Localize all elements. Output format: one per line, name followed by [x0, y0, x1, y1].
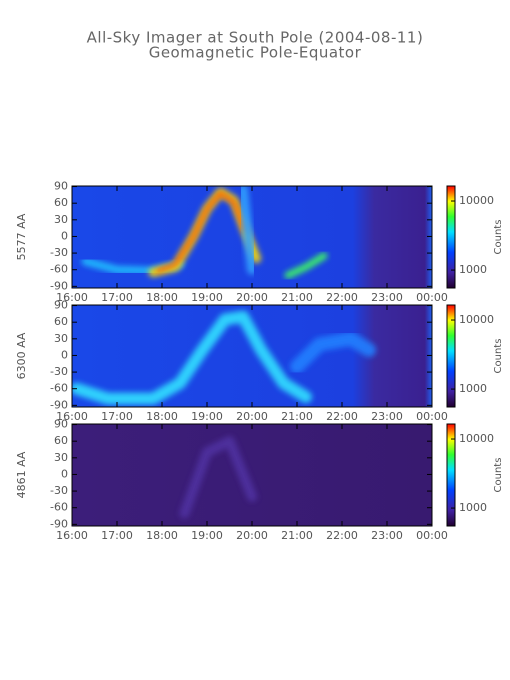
x-tick-label: 21:00 [281, 529, 313, 542]
emission [284, 252, 328, 279]
colorbar [446, 185, 456, 289]
x-tick-label: 19:00 [191, 529, 223, 542]
x-tick-label: 17:00 [101, 291, 133, 304]
y-tick-label: -90 [50, 279, 68, 292]
keogram [72, 424, 432, 526]
subtitle: Geomagnetic Pole-Equator [149, 44, 362, 62]
x-tick-label: 23:00 [371, 410, 403, 423]
x-tick-label: 17:00 [101, 529, 133, 542]
y-tick-label: 90 [54, 180, 68, 193]
y-tick-label: -90 [50, 517, 68, 530]
colorbar-tick-label: 1000 [459, 501, 487, 514]
x-tick-label: 19:00 [191, 291, 223, 304]
y-tick-label: 60 [54, 315, 68, 328]
emission [290, 331, 376, 374]
x-tick-label: 16:00 [56, 529, 88, 542]
x-tick-label: 20:00 [236, 410, 268, 423]
x-tick-label: 22:00 [326, 529, 358, 542]
y-tick-label: 30 [54, 332, 68, 345]
y-tick-label: 30 [54, 213, 68, 226]
colorbar-tick-label: 1000 [459, 382, 487, 395]
y-tick-label: -30 [50, 484, 68, 497]
x-tick-label: 21:00 [281, 410, 313, 423]
x-tick-label: 00:00 [416, 410, 448, 423]
colorbar [446, 423, 456, 527]
y-tick-label: -60 [50, 501, 68, 514]
y-tick-label: 90 [54, 299, 68, 312]
x-tick-label: 22:00 [326, 410, 358, 423]
y-axis-label: 5577 AA [15, 213, 28, 260]
x-tick-label: 18:00 [146, 529, 178, 542]
colorbar [446, 304, 456, 408]
panel: -90 -60 -30 0 30 60 90 16:00 17:00 18:00 19:00 20:0… [15, 180, 504, 304]
y-tick-label: 30 [54, 451, 68, 464]
colorbar-tick-label: 1000 [459, 263, 487, 276]
colorbar-label: Counts [493, 339, 504, 374]
title: All-Sky Imager at South Pole (2004-08-11… [87, 29, 424, 47]
emission [238, 186, 257, 275]
emission [72, 310, 312, 405]
x-tick-label: 22:00 [326, 291, 358, 304]
y-tick-label: 0 [61, 229, 68, 242]
colorbar-tick-label: 10000 [459, 194, 494, 207]
colorbar-tick-label: 10000 [459, 432, 494, 445]
emission [156, 191, 247, 273]
panel: -90 -60 -30 0 30 60 90 16:00 17:00 18:00 19:00 20:0… [15, 299, 504, 423]
x-tick-label: 00:00 [416, 529, 448, 542]
y-axis-label: 4861 AA [15, 451, 28, 498]
x-tick-label: 18:00 [146, 410, 178, 423]
y-tick-label: 60 [54, 434, 68, 447]
y-tick-label: -60 [50, 263, 68, 276]
keogram [72, 186, 432, 288]
keogram-background [72, 424, 432, 526]
colorbar-label: Counts [493, 458, 504, 493]
emission [179, 436, 257, 519]
panel: -90 -60 -30 0 30 60 90 16:00 17:00 18:00 19:00 20:0… [15, 418, 504, 542]
y-tick-label: -30 [50, 246, 68, 259]
x-tick-label: 20:00 [236, 529, 268, 542]
x-tick-label: 23:00 [371, 291, 403, 304]
y-tick-label: -90 [50, 398, 68, 411]
y-tick-label: 60 [54, 196, 68, 209]
x-tick-label: 16:00 [56, 410, 88, 423]
y-tick-label: 0 [61, 467, 68, 480]
x-tick-label: 17:00 [101, 410, 133, 423]
x-tick-label: 23:00 [371, 529, 403, 542]
colorbar-label: Counts [493, 220, 504, 255]
y-tick-label: 90 [54, 418, 68, 431]
y-tick-label: -30 [50, 365, 68, 378]
x-tick-label: 16:00 [56, 291, 88, 304]
x-tick-label: 19:00 [191, 410, 223, 423]
x-tick-label: 00:00 [416, 291, 448, 304]
x-tick-label: 18:00 [146, 291, 178, 304]
y-axis-label: 6300 AA [15, 332, 28, 379]
y-tick-label: 0 [61, 348, 68, 361]
x-tick-label: 21:00 [281, 291, 313, 304]
keogram-background [72, 305, 432, 407]
keogram [72, 305, 432, 407]
x-tick-label: 20:00 [236, 291, 268, 304]
colorbar-tick-label: 10000 [459, 313, 494, 326]
y-tick-label: -60 [50, 382, 68, 395]
